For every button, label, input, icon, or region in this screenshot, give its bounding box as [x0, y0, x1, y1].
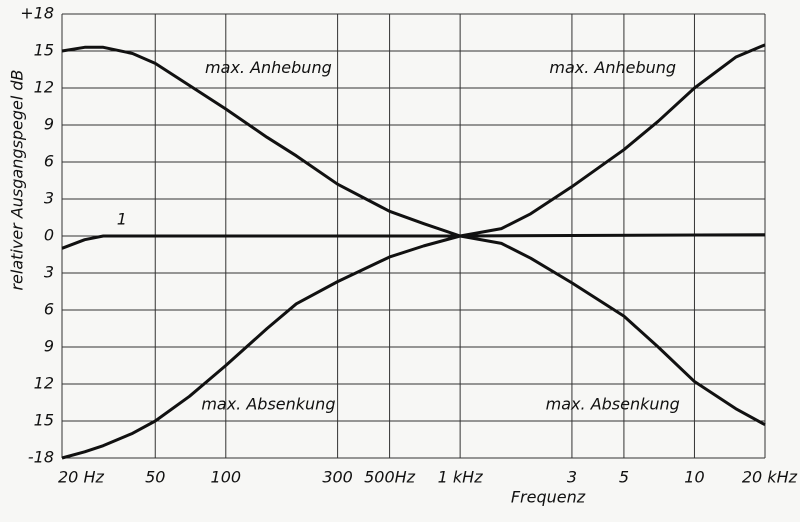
y-tick-label: 3: [44, 189, 54, 208]
x-tick-label: 3: [567, 468, 577, 487]
x-tick-label: 100: [211, 468, 242, 487]
y-tick-label: 3: [44, 263, 54, 282]
x-tick-label: 5: [619, 468, 629, 487]
annotation: max. Absenkung: [546, 394, 680, 413]
y-tick-label: 9: [44, 337, 54, 356]
y-axis-label: relativer Ausgangspegel dB: [8, 69, 27, 290]
annotation: max. Anhebung: [549, 58, 676, 77]
curve: [61, 43, 766, 238]
curve: [61, 234, 766, 460]
x-axis-label: Frequenz: [511, 488, 586, 507]
y-tick-label: 15: [34, 411, 54, 430]
y-tick-label: 12: [34, 374, 54, 393]
x-tick-label: 500Hz: [364, 468, 416, 487]
y-tick-label: 12: [34, 78, 54, 97]
x-tick-label: 1 kHz: [438, 468, 484, 487]
y-tick-label: -18: [28, 448, 54, 467]
x-tick-label: 10: [684, 468, 704, 487]
x-tick-label: 300: [322, 468, 353, 487]
annotation: max. Anhebung: [205, 58, 332, 77]
annotation: 1: [117, 209, 127, 228]
y-tick-label: 0: [44, 226, 54, 245]
y-tick-label: 6: [44, 152, 54, 171]
x-tick-label: 20 Hz: [58, 468, 104, 487]
x-tick-label: 50: [145, 468, 165, 487]
y-tick-label: 15: [34, 41, 54, 60]
curve: [61, 233, 766, 250]
annotation: max. Absenkung: [201, 394, 335, 413]
y-tick-label: 9: [44, 115, 54, 134]
y-tick-label: 6: [44, 300, 54, 319]
x-tick-label: 20 kHz: [742, 468, 798, 487]
y-tick-label: +18: [20, 4, 54, 23]
